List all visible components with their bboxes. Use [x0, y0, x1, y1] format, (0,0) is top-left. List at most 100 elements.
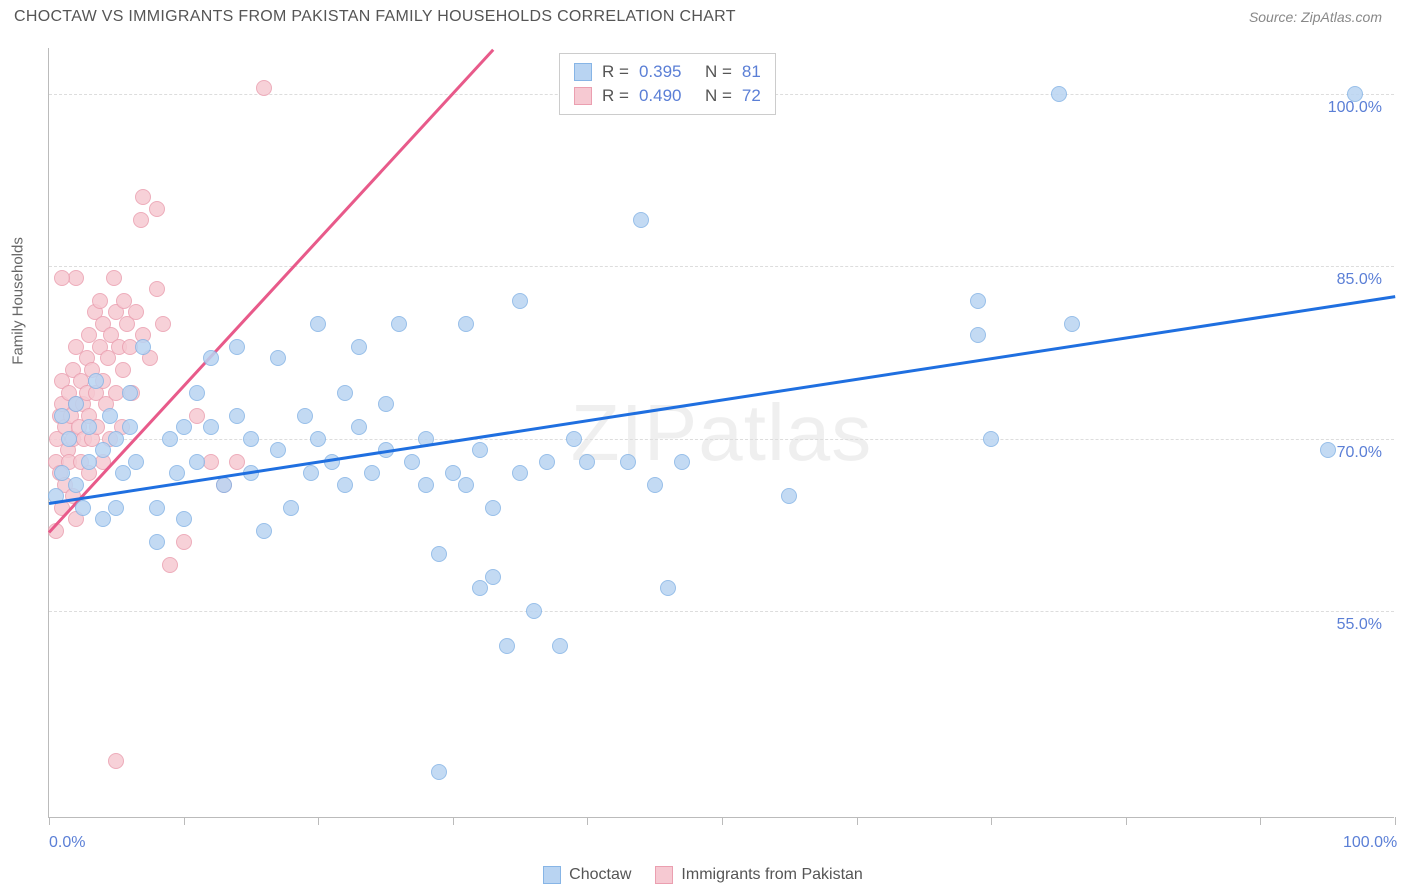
- scatter-point: [404, 454, 420, 470]
- scatter-point: [458, 477, 474, 493]
- scatter-point: [176, 534, 192, 550]
- scatter-point: [216, 477, 232, 493]
- x-tick: [991, 817, 992, 825]
- stats-swatch: [574, 87, 592, 105]
- stats-box: R =0.395N =81R =0.490N =72: [559, 53, 776, 115]
- scatter-point: [54, 408, 70, 424]
- scatter-point: [229, 339, 245, 355]
- scatter-point: [149, 201, 165, 217]
- scatter-point: [337, 477, 353, 493]
- scatter-point: [485, 569, 501, 585]
- n-label: N =: [705, 86, 732, 106]
- x-tick: [1126, 817, 1127, 825]
- scatter-point: [108, 500, 124, 516]
- scatter-point: [149, 500, 165, 516]
- scatter-point: [1064, 316, 1080, 332]
- scatter-point: [203, 419, 219, 435]
- scatter-point: [169, 465, 185, 481]
- legend-swatch-choctaw: [543, 866, 561, 884]
- scatter-point: [162, 557, 178, 573]
- scatter-point: [539, 454, 555, 470]
- scatter-point: [472, 580, 488, 596]
- x-tick: [318, 817, 319, 825]
- n-value: 81: [742, 62, 761, 82]
- scatter-point: [92, 293, 108, 309]
- scatter-point: [364, 465, 380, 481]
- scatter-point: [176, 511, 192, 527]
- scatter-point: [243, 431, 259, 447]
- scatter-point: [337, 385, 353, 401]
- legend-swatch-pakistan: [655, 866, 673, 884]
- scatter-point: [229, 454, 245, 470]
- scatter-point: [162, 431, 178, 447]
- trend-line: [48, 48, 494, 533]
- scatter-point: [552, 638, 568, 654]
- scatter-point: [431, 764, 447, 780]
- scatter-point: [54, 270, 70, 286]
- legend-item-pakistan: Immigrants from Pakistan: [655, 866, 862, 884]
- scatter-point: [283, 500, 299, 516]
- scatter-point: [270, 350, 286, 366]
- r-value: 0.395: [639, 62, 695, 82]
- scatter-point: [303, 465, 319, 481]
- scatter-point: [135, 189, 151, 205]
- scatter-point: [68, 396, 84, 412]
- scatter-point: [472, 442, 488, 458]
- scatter-point: [391, 316, 407, 332]
- chart-title: CHOCTAW VS IMMIGRANTS FROM PAKISTAN FAMI…: [14, 8, 736, 26]
- scatter-point: [1320, 442, 1336, 458]
- r-label: R =: [602, 62, 629, 82]
- grid-line: [49, 611, 1394, 612]
- scatter-point: [970, 327, 986, 343]
- x-tick: [184, 817, 185, 825]
- scatter-point: [203, 350, 219, 366]
- y-axis-label: Family Households: [10, 237, 27, 365]
- scatter-point: [566, 431, 582, 447]
- scatter-point: [1347, 86, 1363, 102]
- x-tick-label: 0.0%: [49, 834, 85, 852]
- scatter-point: [122, 385, 138, 401]
- scatter-point: [149, 534, 165, 550]
- y-tick-label: 85.0%: [1337, 271, 1382, 289]
- scatter-point: [122, 419, 138, 435]
- scatter-point: [176, 419, 192, 435]
- scatter-point: [499, 638, 515, 654]
- scatter-point: [458, 316, 474, 332]
- scatter-point: [351, 419, 367, 435]
- y-tick-label: 55.0%: [1337, 616, 1382, 634]
- x-tick: [453, 817, 454, 825]
- bottom-legend: Choctaw Immigrants from Pakistan: [0, 866, 1406, 884]
- scatter-point: [983, 431, 999, 447]
- scatter-point: [128, 454, 144, 470]
- scatter-point: [95, 442, 111, 458]
- stats-row: R =0.395N =81: [574, 60, 761, 84]
- scatter-point: [270, 442, 286, 458]
- legend-label-pakistan: Immigrants from Pakistan: [681, 866, 862, 884]
- x-tick: [1260, 817, 1261, 825]
- scatter-point: [579, 454, 595, 470]
- scatter-point: [310, 316, 326, 332]
- scatter-point: [88, 373, 104, 389]
- scatter-point: [445, 465, 461, 481]
- scatter-point: [75, 500, 91, 516]
- scatter-point: [512, 293, 528, 309]
- scatter-point: [310, 431, 326, 447]
- scatter-point: [297, 408, 313, 424]
- scatter-point: [149, 281, 165, 297]
- legend-label-choctaw: Choctaw: [569, 866, 631, 884]
- scatter-point: [512, 465, 528, 481]
- x-tick: [722, 817, 723, 825]
- scatter-point: [526, 603, 542, 619]
- grid-line: [49, 266, 1394, 267]
- scatter-point: [660, 580, 676, 596]
- scatter-point: [674, 454, 690, 470]
- scatter-point: [431, 546, 447, 562]
- scatter-point: [970, 293, 986, 309]
- scatter-point: [647, 477, 663, 493]
- scatter-point: [256, 80, 272, 96]
- scatter-point: [95, 511, 111, 527]
- scatter-point: [128, 304, 144, 320]
- stats-swatch: [574, 63, 592, 81]
- scatter-point: [81, 454, 97, 470]
- scatter-point: [68, 477, 84, 493]
